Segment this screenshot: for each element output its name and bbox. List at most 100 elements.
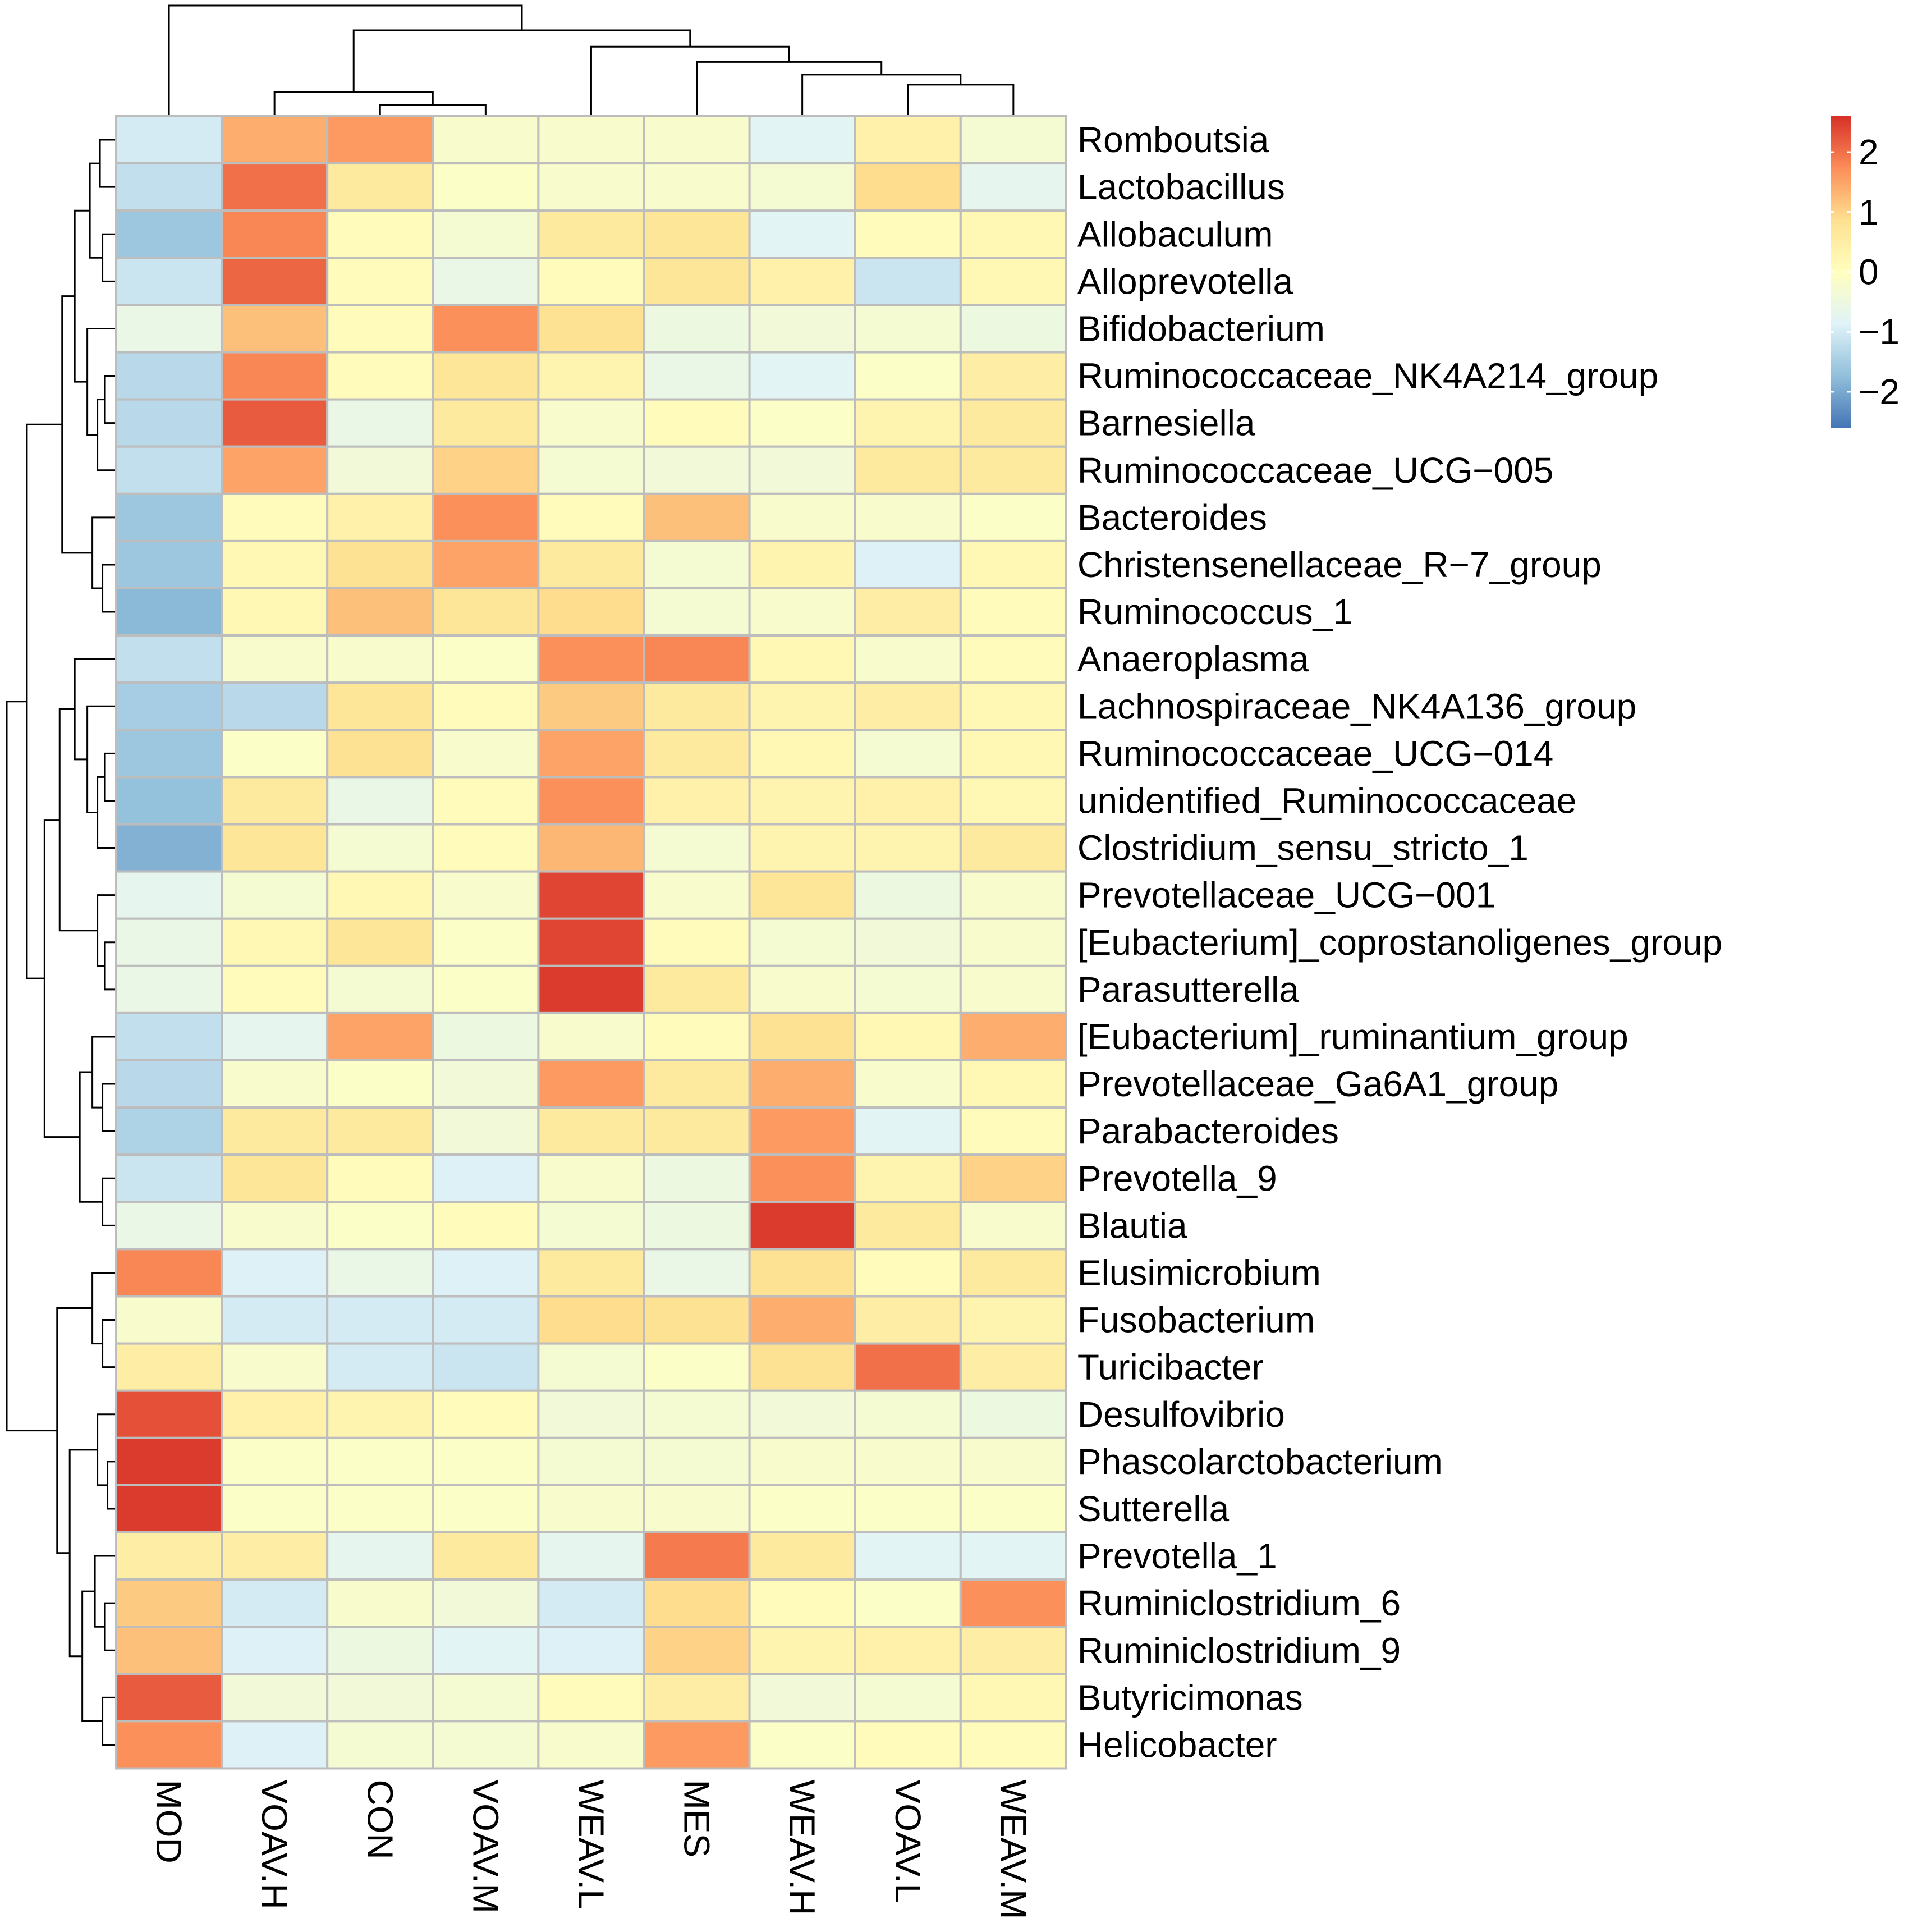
heatmap-cell xyxy=(115,445,223,495)
heatmap-cell xyxy=(748,1578,856,1628)
row-label: Blautia xyxy=(1077,1205,1187,1246)
heatmap-cell xyxy=(221,257,329,306)
heatmap-cell xyxy=(115,162,223,212)
heatmap-cell xyxy=(537,681,645,731)
heatmap-cell xyxy=(959,1484,1067,1533)
heatmap-cell xyxy=(643,729,751,779)
heatmap-cell xyxy=(643,209,751,259)
heatmap-cell xyxy=(854,776,962,826)
row-dendrogram-link xyxy=(102,564,115,613)
heatmap-cell xyxy=(959,587,1067,637)
row-label: Ruminiclostridium_9 xyxy=(1077,1630,1401,1670)
heatmap-cell xyxy=(643,681,751,731)
heatmap-cell xyxy=(854,351,962,401)
row-label: unidentified_Ruminococcaceae xyxy=(1077,780,1576,821)
row-labels: Romboutsia Lactobacillus Allobaculum Allopr… xyxy=(1077,120,1722,1765)
heatmap-cell xyxy=(537,729,645,779)
column-dendrogram xyxy=(168,4,1015,115)
heatmap-cell xyxy=(959,1342,1067,1392)
heatmap-cell xyxy=(959,1720,1067,1770)
heatmap-cell xyxy=(643,1436,751,1486)
heatmap-cell xyxy=(643,398,751,448)
heatmap-cell xyxy=(854,823,962,873)
row-label: Prevotellaceae_Ga6A1_group xyxy=(1077,1064,1558,1104)
heatmap-cell xyxy=(854,1248,962,1298)
heatmap-cell xyxy=(959,539,1067,590)
heatmap-cell xyxy=(748,539,856,590)
row-dendrogram-link xyxy=(91,516,115,589)
heatmap-cell xyxy=(854,539,962,590)
column-label: WEAV.M xyxy=(993,1780,1034,1920)
heatmap-cell xyxy=(115,1626,223,1675)
column-label: WEAV.H xyxy=(782,1780,823,1916)
heatmap-cell xyxy=(643,1248,751,1298)
heatmap-cell xyxy=(432,1626,540,1675)
heatmap-cell xyxy=(221,681,329,731)
heatmap-cell xyxy=(748,1342,856,1392)
heatmap-cell xyxy=(748,1201,856,1251)
heatmap-cell xyxy=(854,1578,962,1628)
heatmap-cell xyxy=(432,162,540,212)
heatmap-cell xyxy=(537,776,645,826)
row-dendrogram-link xyxy=(104,375,115,424)
heatmap-cell xyxy=(537,1484,645,1533)
heatmap-cell xyxy=(115,1578,223,1628)
heatmap-cell xyxy=(221,162,329,212)
heatmap-cell xyxy=(537,1436,645,1486)
legend-tick-label: 0 xyxy=(1859,252,1879,292)
heatmap-cell xyxy=(326,1153,434,1203)
heatmap-cell xyxy=(326,681,434,731)
heatmap-cell xyxy=(748,823,856,873)
heatmap-cell xyxy=(748,776,856,826)
heatmap-cell xyxy=(432,917,540,967)
heatmap-cell xyxy=(432,115,540,165)
heatmap-cell xyxy=(326,1673,434,1723)
heatmap-cell xyxy=(432,304,540,354)
heatmap-cell xyxy=(854,587,962,637)
heatmap-cell xyxy=(959,351,1067,401)
heatmap-cell xyxy=(959,823,1067,873)
heatmap-cell xyxy=(326,209,434,259)
heatmap-cell xyxy=(432,1436,540,1486)
heatmap-cell xyxy=(221,1720,329,1770)
heatmap-cell xyxy=(959,1201,1067,1251)
heatmap-cell xyxy=(221,776,329,826)
heatmap-cell xyxy=(643,1059,751,1109)
heatmap-cell xyxy=(537,1626,645,1675)
heatmap-cell xyxy=(326,1295,434,1345)
heatmap-cell xyxy=(959,729,1067,779)
heatmap-cell xyxy=(854,729,962,779)
heatmap-cell xyxy=(326,1059,434,1109)
heatmap-cell xyxy=(326,1011,434,1062)
heatmap-cell xyxy=(432,587,540,637)
heatmap-cell xyxy=(432,634,540,684)
heatmap-cell xyxy=(326,351,434,401)
heatmap-cell xyxy=(115,1106,223,1156)
heatmap-cell xyxy=(748,1295,856,1345)
heatmap-cell xyxy=(221,1059,329,1109)
heatmap-cell xyxy=(115,1531,223,1581)
heatmap-cell xyxy=(221,870,329,920)
heatmap-cell xyxy=(748,681,856,731)
heatmap-cell xyxy=(115,729,223,779)
heatmap-cell xyxy=(748,1436,856,1486)
heatmap-cell xyxy=(115,304,223,354)
row-label: Elusimicrobium xyxy=(1077,1252,1321,1293)
heatmap-cell xyxy=(326,1201,434,1251)
heatmap-cell xyxy=(115,1673,223,1723)
heatmap-cell xyxy=(432,1059,540,1109)
heatmap-cell xyxy=(537,1342,645,1392)
heatmap-cell xyxy=(537,1201,645,1251)
heatmap-cell xyxy=(115,681,223,731)
row-dendrogram-link xyxy=(97,399,115,471)
heatmap-cell xyxy=(748,398,856,448)
heatmap-cell xyxy=(748,1153,856,1203)
row-label: Allobaculum xyxy=(1077,214,1273,254)
heatmap-cell xyxy=(432,1342,540,1392)
heatmap-cell xyxy=(221,304,329,354)
heatmap-cell xyxy=(643,1106,751,1156)
row-label: Butyricimonas xyxy=(1077,1677,1303,1718)
heatmap-cell xyxy=(537,1248,645,1298)
row-dendrogram-link xyxy=(102,233,115,282)
row-label: Christensenellaceae_R−7_group xyxy=(1077,544,1602,585)
